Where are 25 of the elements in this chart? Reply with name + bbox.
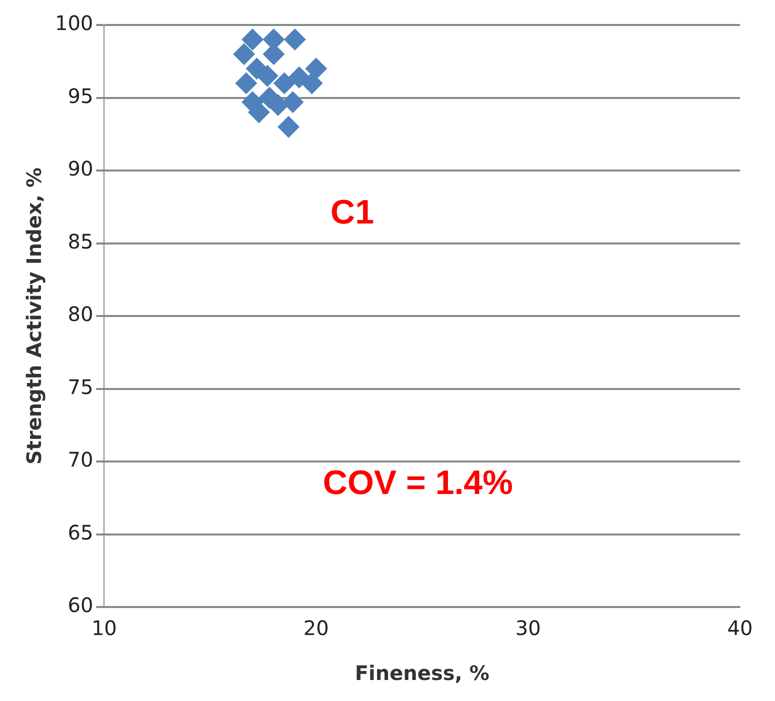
y-tick-label: 65 [68,520,94,544]
y-tick-label: 80 [68,302,94,326]
point [305,58,328,80]
x-tick-label: 30 [515,616,541,640]
y-tick-label: 95 [68,84,94,108]
point [235,72,258,94]
x-tick-label: 40 [727,616,753,640]
x-axis-title: Fineness, % [354,661,490,686]
point [284,28,306,51]
y-tick-label: 60 [68,593,94,618]
y-tick-label: 85 [68,229,94,254]
y-tick-label: 75 [68,374,94,399]
y-tick-label: 90 [68,156,94,181]
annotation: C1 [330,194,374,232]
point [300,72,323,94]
annotation: COV = 1.4% [322,464,513,502]
x-tick-label: 10 [91,616,117,640]
x-tick-label: 20 [303,616,329,640]
point [233,43,256,66]
y-tick-label: 70 [68,448,94,472]
point [278,116,300,138]
point [273,72,296,94]
y-axis-title: Strength Activity Index, % [22,168,46,464]
point [242,28,264,51]
y-tick-label: 100 [54,11,94,36]
